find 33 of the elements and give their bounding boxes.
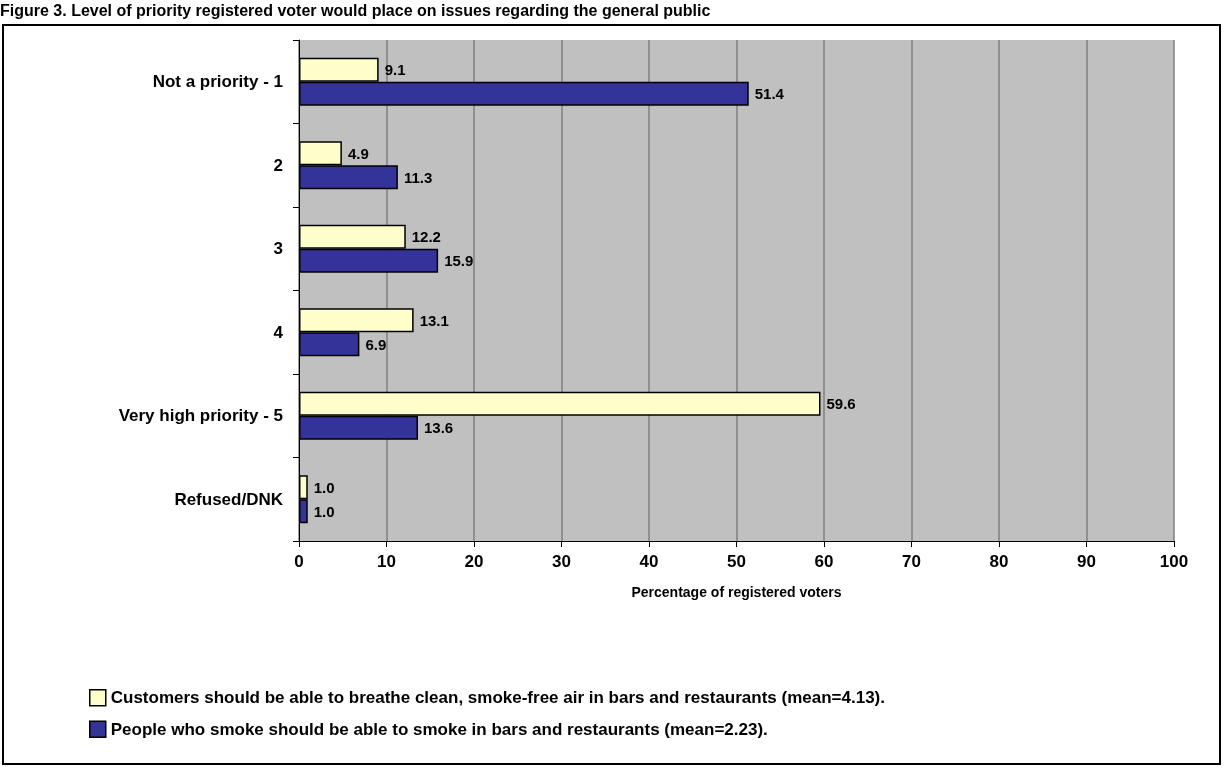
data-label: 4.9 [347,144,369,162]
x-tick-label: 90 [1077,552,1096,571]
data-label: 13.1 [419,311,449,329]
data-label: 51.4 [754,85,785,103]
legend-label: Customers should be able to breathe clean, smoke-free air in bars and restaurants (mean=4.13). [110,688,885,708]
data-label: 15.9 [444,252,474,270]
x-tick-label: 30 [552,552,571,571]
y-tick-label: Refused/DNK [174,489,284,509]
x-tick-label: 60 [814,552,834,571]
y-tick-label: 3 [273,239,283,259]
data-label: 59.6 [826,395,856,413]
x-tick-label: 40 [639,552,659,571]
y-tick-label: Not a priority - 1 [152,72,283,92]
data-label: 1.0 [313,478,335,496]
y-tick-label: 2 [273,155,283,175]
data-label: 6.9 [365,335,387,353]
x-tick-label: 20 [464,552,484,571]
data-label: 9.1 [384,61,406,79]
legend-label: People who smoke should be able to smoke in bars and restaurants (mean=2.23). [110,719,768,739]
x-tick-label: 80 [989,552,1009,571]
data-label: 1.0 [313,502,335,520]
y-tick-label: Very high priority - 5 [118,406,283,426]
x-tick-label: 50 [727,552,746,571]
x-tick-label: 0 [294,552,304,571]
chart-title: Figure 3. Level of priority registered voter would place on issues regarding the general public [0,2,712,20]
x-axis-title: Percentage of registered voters [631,584,842,600]
data-label: 12.2 [411,228,441,246]
data-label: 13.6 [424,419,454,437]
y-tick-label: 4 [273,322,284,342]
x-tick-label: 100 [1159,552,1189,571]
data-label: 11.3 [403,168,433,186]
x-tick-label: 70 [902,552,921,571]
x-tick-label: 10 [377,552,396,571]
